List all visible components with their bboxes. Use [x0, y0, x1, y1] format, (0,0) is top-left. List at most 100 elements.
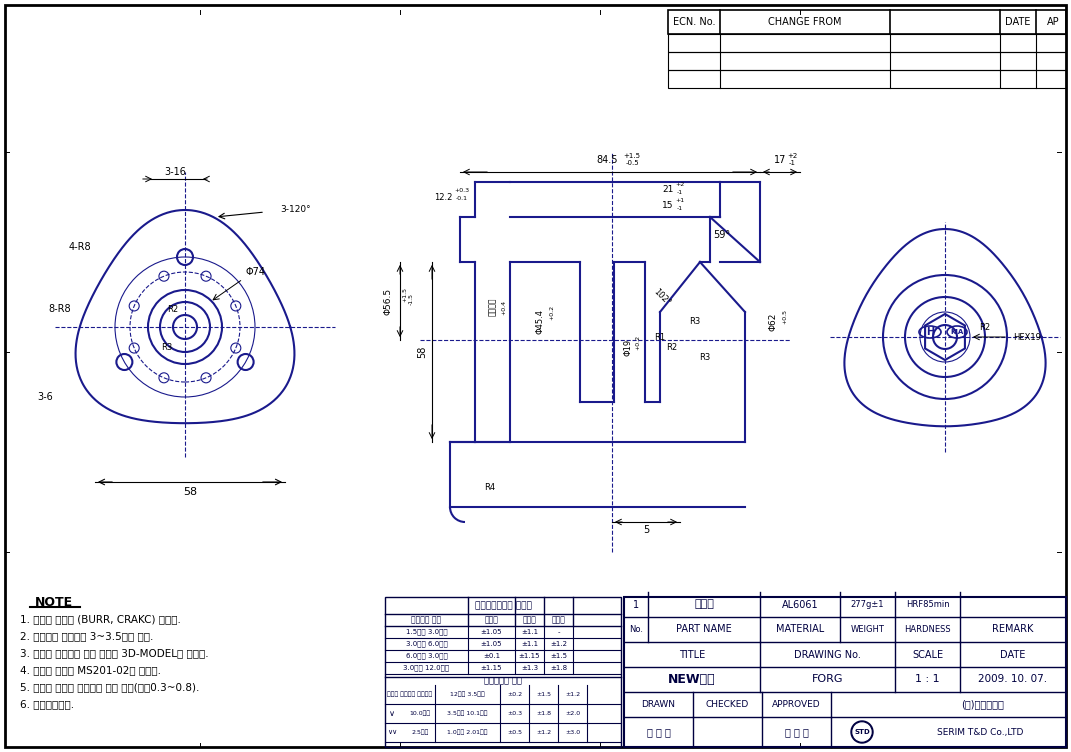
Text: ±2.0: ±2.0: [564, 711, 580, 716]
Text: Φ45.4: Φ45.4: [536, 310, 544, 335]
Text: 모양편: 모양편: [484, 615, 498, 624]
Text: R4: R4: [484, 483, 496, 492]
Text: CHECKED: CHECKED: [706, 700, 749, 709]
Text: ±1.8: ±1.8: [536, 711, 550, 716]
Text: ±1.2: ±1.2: [564, 692, 580, 697]
Text: Φ56.5: Φ56.5: [383, 287, 392, 314]
Text: STD: STD: [855, 729, 870, 735]
Text: HARDNESS: HARDNESS: [904, 625, 951, 634]
Text: 2009. 10. 07.: 2009. 10. 07.: [979, 675, 1047, 684]
Text: ±0.1: ±0.1: [483, 653, 500, 659]
Text: -1: -1: [788, 160, 796, 166]
Text: Φ19: Φ19: [623, 338, 633, 356]
Text: DATE: DATE: [1006, 17, 1030, 27]
Text: 판두께 치거가는 고도이하: 판두께 치거가는 고도이하: [388, 692, 433, 697]
Text: 3-6: 3-6: [37, 392, 52, 402]
Text: H: H: [926, 327, 934, 337]
Text: +2: +2: [787, 153, 797, 159]
Text: 3.0이상 12.0이하: 3.0이상 12.0이하: [404, 665, 450, 672]
Text: HEX19: HEX19: [1013, 332, 1041, 341]
Text: -: -: [557, 629, 560, 635]
Text: 신 경 식: 신 경 식: [785, 727, 809, 737]
Circle shape: [853, 723, 871, 741]
Bar: [668, 10, 1066, 34]
Text: 12.2: 12.2: [434, 193, 452, 202]
Text: 59°: 59°: [713, 230, 730, 240]
Text: ±1.1: ±1.1: [521, 641, 538, 647]
Text: ±0.2: ±0.2: [507, 692, 522, 697]
Text: 3-16: 3-16: [164, 167, 186, 177]
Text: 21: 21: [662, 186, 674, 195]
Text: +0.2: +0.2: [635, 335, 640, 350]
Text: SERIM T&D Co.,LTD: SERIM T&D Co.,LTD: [937, 727, 1024, 736]
Text: 6. 냉간단조할것.: 6. 냉간단조할것.: [20, 699, 74, 709]
Text: 58: 58: [417, 346, 427, 358]
Text: ±1.1: ±1.1: [521, 629, 538, 635]
Text: ±1.05: ±1.05: [481, 629, 502, 635]
Text: ±1.2: ±1.2: [536, 730, 552, 735]
Text: R3: R3: [690, 317, 700, 326]
Text: ±1.3: ±1.3: [521, 665, 538, 671]
Bar: [668, 70, 1066, 88]
Text: +1.5: +1.5: [403, 287, 407, 302]
Text: DATE: DATE: [1000, 650, 1026, 660]
Text: 자로기로의 고도: 자로기로의 고도: [484, 677, 522, 686]
Text: AL6061: AL6061: [782, 599, 818, 610]
Text: Φ62: Φ62: [769, 313, 778, 331]
Text: DRAWN: DRAWN: [642, 700, 676, 709]
Text: R2: R2: [167, 305, 179, 314]
Text: AP: AP: [1046, 17, 1059, 27]
Text: 1. 성능상 유해한 (BURR, CRAKC) 없을것.: 1. 성능상 유해한 (BURR, CRAKC) 없을것.: [20, 614, 181, 624]
Text: R3: R3: [162, 342, 172, 351]
Text: 15: 15: [662, 202, 674, 211]
Text: ±0.3: ±0.3: [507, 711, 522, 716]
Circle shape: [851, 721, 873, 743]
Text: -1: -1: [677, 190, 683, 195]
Text: +1: +1: [676, 198, 684, 202]
Bar: [668, 34, 1066, 52]
Text: +0.5: +0.5: [783, 310, 787, 325]
Text: ∨: ∨: [389, 709, 395, 718]
Text: SCALE: SCALE: [911, 650, 944, 660]
Text: 단조현상: 단조현상: [487, 298, 497, 317]
Text: 보통편: 보통편: [523, 615, 537, 624]
Bar: [668, 52, 1066, 70]
Text: 277g±1: 277g±1: [850, 600, 885, 609]
Text: ±3.0: ±3.0: [564, 730, 580, 735]
Text: 단조도: 단조도: [694, 599, 714, 610]
Text: TITLE: TITLE: [679, 650, 705, 660]
Text: 4. 중금속 규제는 MS201-02를 따른것.: 4. 중금속 규제는 MS201-02를 따른것.: [20, 665, 161, 675]
Text: 5: 5: [643, 525, 649, 535]
Text: NEW하판: NEW하판: [668, 673, 715, 686]
Text: HRF85min: HRF85min: [906, 600, 949, 609]
Bar: [384, 597, 621, 747]
Text: ∨∨: ∨∨: [387, 729, 397, 735]
Text: 3-120°: 3-120°: [280, 205, 311, 214]
Text: 거친편: 거친편: [552, 615, 565, 624]
Text: ±1.8: ±1.8: [549, 665, 567, 671]
Text: CHANGE FROM: CHANGE FROM: [768, 17, 842, 27]
Text: 3.0이상 6.0이하: 3.0이상 6.0이하: [406, 641, 448, 647]
Text: +0.2: +0.2: [549, 305, 555, 320]
Text: 1.5이상 3.0이하: 1.5이상 3.0이하: [406, 629, 448, 635]
Text: Φ74: Φ74: [245, 267, 265, 277]
Text: 12이상 3.5이하: 12이상 3.5이하: [450, 692, 485, 697]
Text: 58: 58: [183, 487, 197, 497]
Text: DRAWING No.: DRAWING No.: [794, 650, 861, 660]
Text: ECN. No.: ECN. No.: [673, 17, 715, 27]
Text: R3: R3: [699, 353, 711, 362]
Text: 102°: 102°: [652, 287, 673, 308]
Text: 3.5이상 10.1이하: 3.5이상 10.1이하: [448, 711, 487, 717]
Text: 공차기준치수의 결정치: 공차기준치수의 결정치: [474, 602, 531, 611]
Text: -1.5: -1.5: [408, 293, 413, 305]
Text: 치수구분 토큰: 치수구분 토큰: [411, 615, 441, 624]
Text: NOTE: NOTE: [35, 596, 73, 608]
Bar: [624, 597, 1066, 747]
Text: R2: R2: [666, 342, 678, 351]
Text: ±1.05: ±1.05: [481, 641, 502, 647]
Text: 2. 지시없는 살두께는 3~3.5으로 할것.: 2. 지시없는 살두께는 3~3.5으로 할것.: [20, 631, 153, 641]
Text: 신 경 식: 신 경 식: [647, 727, 670, 737]
Text: 5. 바닥부 로그는 양각으로 처리 할것(높이0.3~0.8).: 5. 바닥부 로그는 양각으로 처리 할것(높이0.3~0.8).: [20, 682, 199, 692]
Text: 8-R8: 8-R8: [48, 304, 72, 314]
Text: APPROVED: APPROVED: [772, 700, 820, 709]
